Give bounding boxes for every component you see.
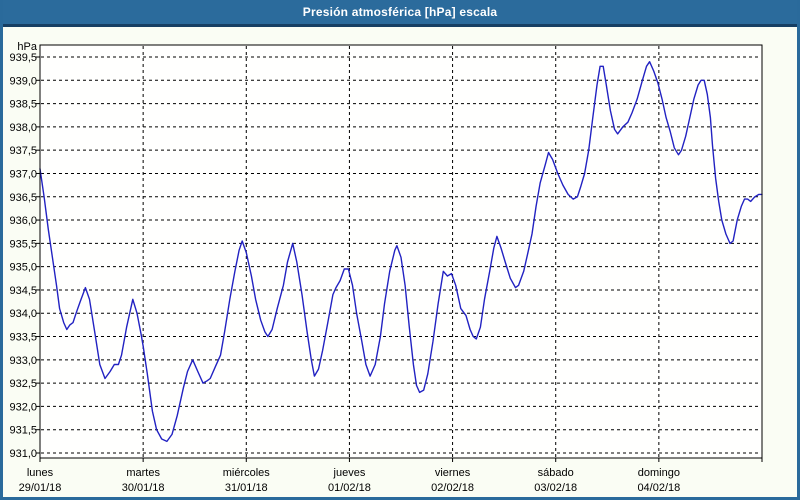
plot-border xyxy=(39,44,763,459)
y-tick-label: 935,0 xyxy=(9,262,37,274)
plot-frame xyxy=(39,44,763,459)
y-tick-label: 939,5 xyxy=(9,52,37,64)
window-title: Presión atmosférica [hPa] escala xyxy=(302,5,498,19)
y-tick-label: 931,0 xyxy=(9,448,37,460)
y-tick-label: 937,0 xyxy=(9,168,37,180)
x-day-label: miércoles xyxy=(223,467,271,479)
y-tick-label: 938,0 xyxy=(9,122,37,134)
x-day-label: sábado xyxy=(538,467,574,479)
x-day-label: jueves xyxy=(333,467,366,479)
y-tick-label: 934,5 xyxy=(9,285,37,297)
x-date-label: 03/02/18 xyxy=(534,482,577,494)
pressure-line xyxy=(39,61,763,443)
y-tick-label: 939,0 xyxy=(9,75,37,87)
plot-background xyxy=(40,45,762,458)
x-date-label: 01/02/18 xyxy=(328,482,371,494)
grid-lines xyxy=(36,46,763,462)
y-axis-labels: 939,5 939,0 938,5 938,0 937,5 937,0 936,5 936,0… xyxy=(9,41,37,460)
x-date-label: 31/01/18 xyxy=(225,482,268,494)
y-tick-label: 936,0 xyxy=(9,215,37,227)
y-axis-unit-label: hPa xyxy=(17,41,37,53)
window-titlebar: Presión atmosférica [hPa] escala xyxy=(3,0,797,27)
x-day-label: domingo xyxy=(638,467,680,479)
y-tick-label: 937,5 xyxy=(9,145,37,157)
y-tick-label: 934,0 xyxy=(9,308,37,320)
pressure-series-line xyxy=(39,61,763,443)
x-date-label: 30/01/18 xyxy=(122,482,165,494)
x-date-label: 02/02/18 xyxy=(431,482,474,494)
x-axis-labels: lunes 29/01/18 martes 30/01/18 miércoles 31/0… xyxy=(19,467,681,494)
y-tick-label: 933,5 xyxy=(9,332,37,344)
x-date-label: 29/01/18 xyxy=(19,482,62,494)
y-tick-label: 932,0 xyxy=(9,401,37,413)
x-date-label: 04/02/18 xyxy=(637,482,680,494)
plot-area xyxy=(40,45,762,458)
y-tick-label: 933,0 xyxy=(9,355,37,367)
y-tick-label: 936,5 xyxy=(9,192,37,204)
y-tick-label: 935,5 xyxy=(9,238,37,250)
y-tick-label: 938,5 xyxy=(9,99,37,111)
x-day-label: lunes xyxy=(27,467,54,479)
y-tick-label: 932,5 xyxy=(9,378,37,390)
x-day-label: viernes xyxy=(435,467,471,479)
y-tick-label: 931,5 xyxy=(9,425,37,437)
x-day-label: martes xyxy=(126,467,160,479)
